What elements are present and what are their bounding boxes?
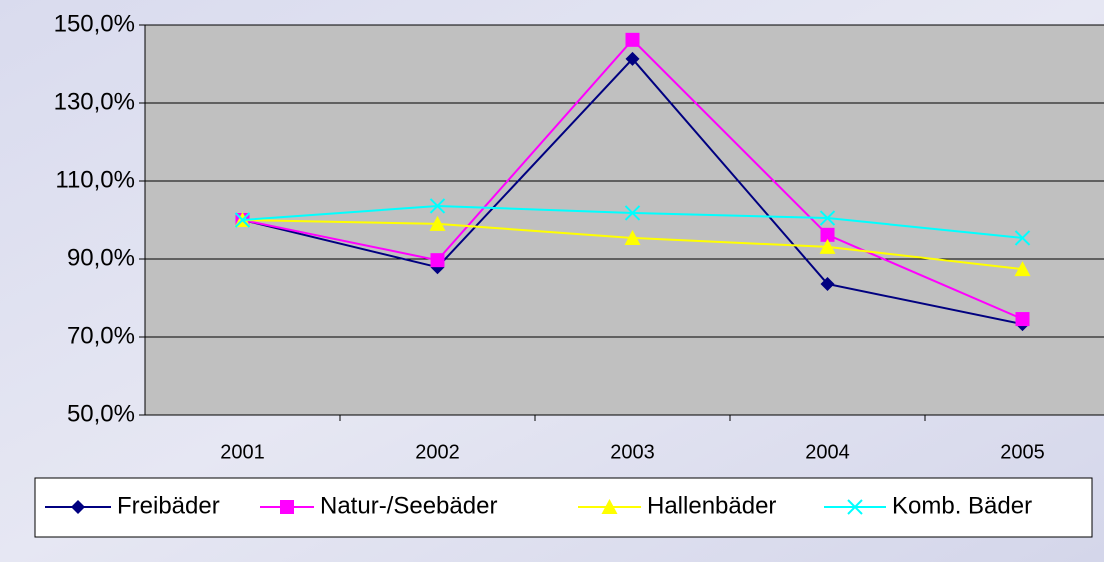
x-tick-label: 2001 — [220, 441, 265, 463]
y-tick-label: 90,0% — [67, 244, 135, 271]
legend-marker — [847, 499, 863, 515]
data-point — [430, 253, 445, 268]
data-point — [429, 215, 446, 231]
legend-marker — [601, 499, 618, 514]
x-tick-label: 2003 — [610, 441, 655, 463]
y-tick-label: 110,0% — [55, 166, 135, 193]
data-point — [819, 238, 836, 254]
y-tick-label: 130,0% — [54, 88, 135, 115]
legend-marker — [280, 500, 294, 514]
data-point — [820, 276, 835, 291]
data-point — [625, 32, 640, 47]
x-tick-label: 2005 — [1000, 441, 1045, 463]
y-tick-label: 70,0% — [67, 322, 135, 349]
data-point — [819, 210, 836, 226]
plot-area — [145, 25, 1104, 415]
legend-label: Freibäder — [117, 492, 220, 519]
y-tick-label: 50,0% — [67, 400, 135, 427]
data-point — [625, 51, 640, 66]
data-point — [624, 205, 641, 221]
y-tick-label: 150,0% — [54, 10, 135, 37]
data-point — [1014, 230, 1031, 246]
data-point — [429, 198, 446, 214]
legend-label: Hallenbäder — [647, 492, 776, 519]
data-point — [1015, 312, 1030, 327]
data-point — [1014, 261, 1031, 277]
data-point — [624, 229, 641, 245]
legend-label: Komb. Bäder — [892, 492, 1032, 519]
data-point — [234, 212, 251, 228]
data-point — [820, 227, 835, 242]
x-tick-label: 2002 — [415, 441, 460, 463]
legend-marker — [71, 500, 85, 514]
legend-label: Natur-/Seebäder — [320, 492, 497, 519]
x-tick-label: 2004 — [805, 441, 850, 463]
legend — [34, 477, 1093, 538]
